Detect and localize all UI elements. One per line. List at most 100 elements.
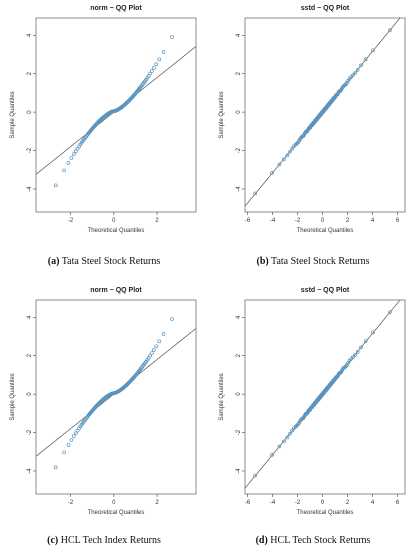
qq-point (351, 355, 355, 360)
y-tick-label: 2 (27, 71, 33, 75)
y-tick-label: -4 (27, 468, 33, 474)
qq-plot-b: sstd − QQ Plot -6 -4 -2 0 2 4 6 -4 -2 0 2 4 Theoretic… (219, 5, 406, 234)
plot-area (253, 28, 392, 196)
x-tick-label: -4 (270, 218, 276, 224)
plot-title: norm − QQ Plot (90, 287, 142, 294)
caption-d: (d) HCL Tech Stock Returns (209, 535, 417, 546)
qq-point (371, 48, 375, 53)
plot-frame (244, 299, 406, 495)
qq-point (150, 69, 154, 73)
qq-point (154, 344, 159, 349)
caption-a: (a) Tata Steel Stock Returns (0, 256, 208, 267)
qq-point (363, 339, 368, 344)
y-tick-label: 0 (27, 392, 33, 396)
caption-a-letter: (a) (47, 256, 60, 267)
qq-point (53, 465, 58, 470)
x-tick-label: 0 (321, 218, 325, 224)
y-axis-label: Sample Quantiles (219, 91, 225, 138)
qq-point (154, 62, 159, 67)
x-tick-label: 4 (371, 500, 375, 506)
qq-point (170, 35, 174, 39)
caption-b-text: Tata Steel Stock Returns (271, 256, 370, 267)
x-tick-label: 6 (396, 500, 400, 506)
panel-d: sstd − QQ Plot -6 -4 -2 0 2 4 6 -4 -2 0 2 4 Theoretic… (209, 282, 417, 522)
y-tick-label: 4 (236, 315, 242, 319)
qq-point (73, 149, 78, 154)
qq-point (355, 350, 360, 354)
plot-title: sstd − QQ Plot (301, 5, 350, 12)
y-axis-label: Sample Quantiles (10, 91, 16, 138)
qq-point (73, 431, 78, 436)
qq-point (288, 431, 292, 436)
y-tick-label: 2 (236, 353, 242, 357)
y-tick-label: 0 (236, 110, 242, 114)
qq-point (253, 191, 257, 196)
x-tick-label: 0 (321, 500, 325, 506)
panel-b: sstd − QQ Plot -6 -4 -2 0 2 4 6 -4 -2 0 2 4 Theoretic… (209, 0, 417, 240)
x-tick-label: -4 (270, 500, 276, 506)
y-tick-label: 4 (27, 315, 33, 319)
qq-point (148, 353, 153, 358)
qq-point (282, 157, 286, 162)
qq-point (151, 348, 156, 352)
plot-area (53, 317, 174, 470)
qq-point (277, 162, 282, 167)
qq-plot-c: norm − QQ Plot -2 0 2 -4 -2 0 2 4 Theoretical Qua… (10, 287, 197, 516)
x-tick-label: 6 (396, 218, 400, 224)
plot-frame (35, 299, 197, 495)
qq-point (343, 365, 347, 370)
y-tick-label: -2 (236, 429, 242, 435)
panel-c: norm − QQ Plot -2 0 2 -4 -2 0 2 4 Theoretical Qua… (0, 282, 208, 522)
y-tick-label: 2 (236, 71, 242, 75)
qq-point (270, 171, 274, 175)
panel-a: norm − QQ Plot -2 0 2 -4 -2 0 2 4 Theoretical Qua… (0, 0, 208, 240)
y-tick-label: -4 (236, 186, 242, 192)
plot-title: norm − QQ Plot (90, 5, 142, 12)
x-tick-label: 2 (155, 218, 159, 224)
y-tick-label: 0 (236, 392, 242, 396)
qq-plot-d: sstd − QQ Plot -6 -4 -2 0 2 4 6 -4 -2 0 2 4 Theoretic… (219, 287, 406, 516)
y-axis-label: Sample Quantiles (10, 373, 16, 420)
plot-area (253, 310, 392, 478)
x-tick-label: -2 (68, 218, 74, 224)
qq-point (69, 438, 74, 442)
x-tick-label: -2 (295, 500, 301, 506)
caption-a-text: Tata Steel Stock Returns (61, 256, 161, 267)
qq-point (71, 434, 76, 439)
qq-point (71, 152, 76, 157)
x-tick-label: -6 (245, 500, 251, 506)
qq-point (359, 63, 363, 68)
caption-c-letter: (c) (47, 535, 59, 546)
qq-point (270, 453, 274, 457)
plot-title: sstd − QQ Plot (301, 287, 350, 294)
x-axis-label: Theoretical Quantiles (88, 228, 145, 234)
qq-point (148, 71, 153, 76)
x-tick-label: -2 (295, 218, 301, 224)
qq-point (371, 330, 375, 335)
qq-point (343, 83, 347, 88)
qq-point (62, 450, 66, 455)
qq-point (253, 473, 257, 478)
qq-point (62, 168, 66, 173)
x-tick-label: 4 (371, 218, 375, 224)
qq-point (285, 153, 290, 158)
qq-point (388, 310, 392, 315)
x-axis-label: Theoretical Quantiles (88, 510, 145, 516)
caption-b: (b) Tata Steel Stock Returns (209, 256, 417, 267)
x-tick-label: 2 (155, 500, 159, 506)
qq-point (69, 156, 74, 160)
qq-plot-a: norm − QQ Plot -2 0 2 -4 -2 0 2 4 Theoretical Qua… (10, 5, 197, 234)
caption-c: (c) HCL Tech Index Returns (0, 535, 208, 546)
y-tick-label: 2 (27, 353, 33, 357)
qq-point (66, 443, 71, 447)
plot-area (53, 35, 174, 188)
qq-point (353, 71, 357, 75)
x-tick-label: -2 (68, 500, 74, 506)
qq-point (290, 428, 294, 433)
y-axis-label: Sample Quantiles (219, 373, 225, 420)
qq-point (150, 351, 154, 355)
caption-d-text: HCL Tech Stock Returns (270, 535, 371, 546)
qq-point (157, 57, 162, 62)
qq-point (290, 146, 294, 151)
qq-point (285, 435, 290, 440)
